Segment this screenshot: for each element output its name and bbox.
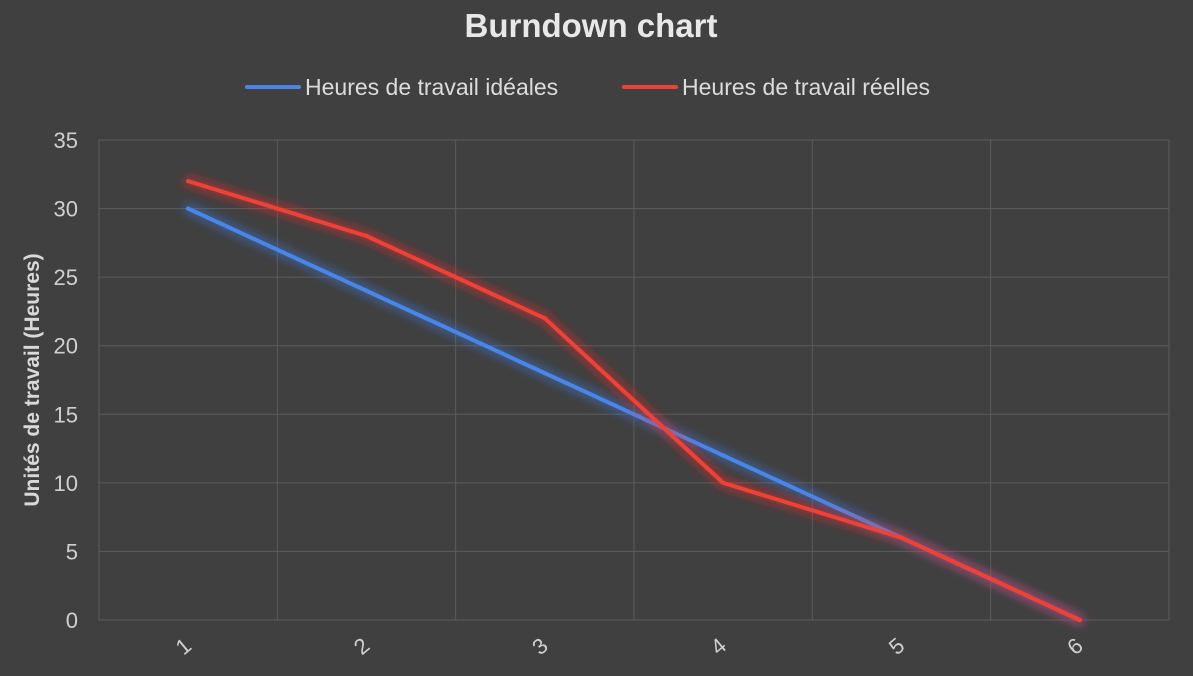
data-point-s0-2[interactable] xyxy=(364,288,369,294)
y-tick-label-35: 35 xyxy=(54,128,78,153)
legend-label-ideal[interactable]: Heures de travail idéales xyxy=(305,74,558,100)
data-point-s1-2[interactable] xyxy=(364,233,369,239)
y-tick-label-25: 25 xyxy=(54,265,78,290)
y-tick-label-10: 10 xyxy=(54,471,78,496)
x-tick-label-2: 2 xyxy=(349,633,374,660)
legend: Heures de travail idéales Heures de trav… xyxy=(245,74,930,100)
x-tick-label-4: 4 xyxy=(706,633,731,660)
data-point-s1-5[interactable] xyxy=(899,535,904,540)
data-point-s1-4[interactable] xyxy=(720,480,726,486)
legend-label-actual[interactable]: Heures de travail réelles xyxy=(682,74,930,100)
y-tick-label-20: 20 xyxy=(54,334,78,359)
y-tick-label-30: 30 xyxy=(54,197,78,222)
x-axis-ticks: 1 2 3 4 5 6 xyxy=(171,633,1088,660)
series-layer xyxy=(183,176,1085,625)
x-tick-label-6: 6 xyxy=(1062,633,1087,660)
data-point-s1-1[interactable] xyxy=(185,178,191,184)
gridlines xyxy=(98,139,1170,621)
y-axis-title: Unités de travail (Heures) xyxy=(21,253,44,506)
y-tick-label-15: 15 xyxy=(54,402,78,427)
data-point-s1-3[interactable] xyxy=(542,316,548,321)
x-tick-label-5: 5 xyxy=(884,633,909,660)
data-point-s0-4[interactable] xyxy=(720,453,726,458)
x-tick-label-1: 1 xyxy=(171,633,196,660)
series-line-1[interactable] xyxy=(186,179,1082,622)
x-tick-label-3: 3 xyxy=(527,633,552,660)
y-axis-ticks: 0 5 10 15 20 25 30 35 xyxy=(54,128,78,633)
y-tick-label-0: 0 xyxy=(66,608,78,633)
y-tick-label-5: 5 xyxy=(66,539,78,564)
data-point-s0-1[interactable] xyxy=(185,206,191,211)
data-point-s0-3[interactable] xyxy=(542,370,548,376)
chart-title: Burndown chart xyxy=(465,7,718,44)
data-point-s1-6[interactable] xyxy=(1077,617,1083,623)
